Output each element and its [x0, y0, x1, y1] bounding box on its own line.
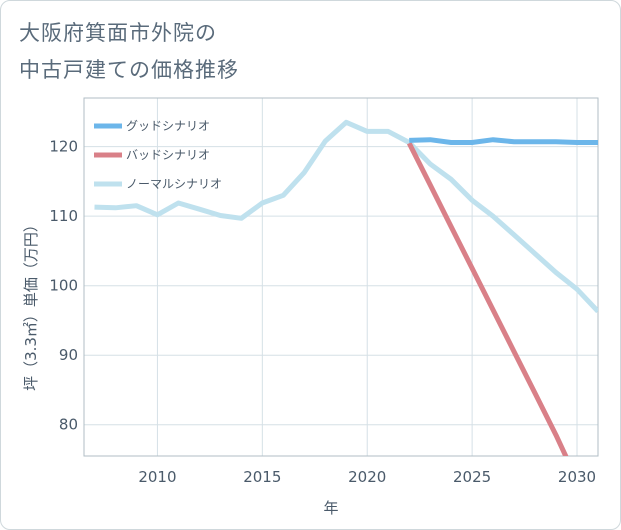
x-tick-label: 2020	[348, 468, 386, 486]
x-axis-label: 年	[323, 499, 338, 517]
x-tick-label: 2030	[558, 468, 596, 486]
series-line-1	[406, 142, 569, 456]
y-tick-labels: 80 90 100 110 120	[49, 138, 78, 434]
y-axis-label: 坪（3.3㎡）単価（万円）	[22, 217, 40, 391]
y-tick-label: 80	[59, 416, 78, 434]
x-tick-label: 2015	[243, 468, 281, 486]
series-line-0	[409, 137, 598, 145]
chart-title-line-2: 中古戸建ての価格推移	[19, 58, 239, 82]
chart-title-line-1: 大阪府箕面市外院の	[19, 21, 217, 45]
plot-frame	[83, 97, 599, 457]
y-tick-label: 120	[49, 138, 78, 156]
legend-label-1: バッドシナリオ	[126, 148, 210, 162]
y-tick-label: 110	[49, 207, 78, 225]
series-layer	[94, 119, 598, 456]
x-tick-label: 2010	[138, 468, 176, 486]
y-tick-label: 100	[49, 277, 78, 295]
grid	[84, 98, 598, 456]
chart-title: 大阪府箕面市外院の 中古戸建ての価格推移	[19, 15, 239, 89]
legend-label-0: グッドシナリオ	[126, 119, 210, 133]
x-tick-label: 2025	[453, 468, 491, 486]
series-line-2	[94, 119, 598, 314]
x-tick-labels: 2010 2015 2020 2025 2030	[138, 468, 596, 486]
legend-label-2: ノーマルシナリオ	[126, 177, 222, 191]
y-tick-label: 90	[59, 346, 78, 364]
